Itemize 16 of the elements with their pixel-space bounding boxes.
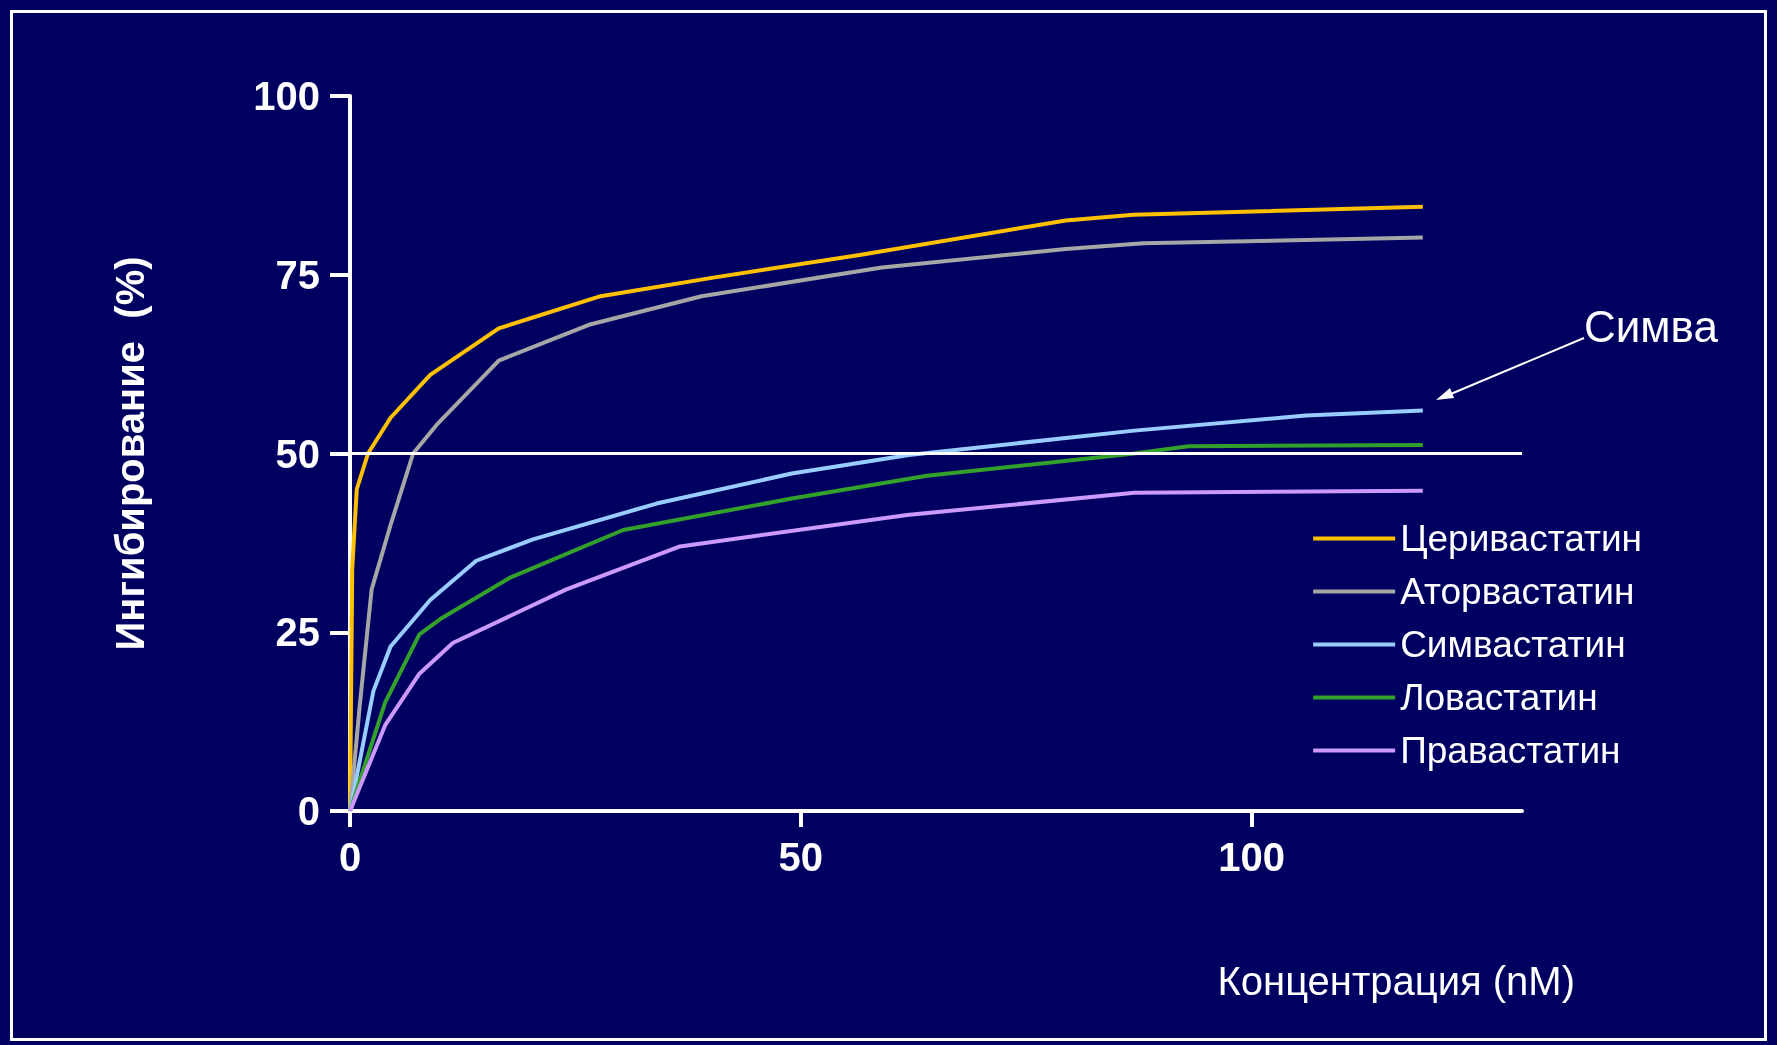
legend-label: Правастатин (1400, 730, 1621, 771)
legend-label: Аторвастатин (1400, 571, 1635, 612)
legend-label: Симвастатин (1400, 624, 1626, 665)
y-tick-label: 50 (275, 431, 320, 476)
y-tick-label: 25 (275, 610, 320, 655)
legend-label: Ловастатин (1400, 677, 1598, 718)
y-tick-label: 100 (253, 74, 320, 118)
y-tick-label: 75 (275, 252, 320, 297)
text: Симва (1584, 302, 1718, 352)
x-tick-label: 100 (1218, 835, 1285, 879)
x-tick-label: 0 (338, 835, 362, 879)
x-axis-title: Концентрация (nM) (1217, 959, 1575, 1003)
x-tick-label: 50 (778, 835, 824, 879)
y-tick-label: 0 (297, 789, 320, 833)
legend-label: Церивастатин (1400, 518, 1642, 559)
y-axis-title: Ингибирование (%) (108, 256, 152, 651)
